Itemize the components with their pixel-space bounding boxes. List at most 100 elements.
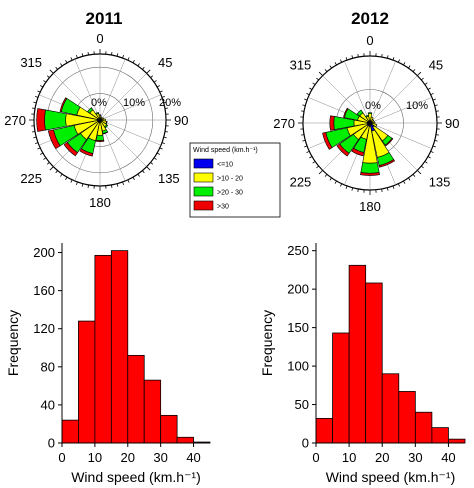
rose-direction-label: 0 — [96, 31, 103, 46]
rose-tick — [392, 185, 395, 189]
y-tick-label: 100 — [287, 359, 309, 374]
rose-tick — [146, 69, 151, 74]
rose-petal-segment — [329, 115, 335, 131]
rose-tick — [43, 157, 47, 160]
legend-swatch — [193, 158, 214, 169]
rose-tick — [345, 57, 348, 61]
rose-petal-segment — [370, 116, 374, 122]
wind-speed-legend: Wind speed (km.h⁻¹) <=10 >10 - 20 >20 - 30… — [189, 142, 281, 218]
rose-tick — [116, 183, 119, 187]
rose-tick — [345, 185, 348, 189]
x-tick-label: 40 — [186, 450, 200, 465]
rose-petal-segment — [95, 134, 105, 141]
rose-tick — [381, 53, 383, 58]
x-tick-label: 30 — [153, 450, 167, 465]
legend-title: Wind speed (km.h⁻¹) — [193, 147, 258, 154]
rose-tick — [432, 98, 436, 101]
rose-tick — [65, 176, 68, 180]
rose-tick — [60, 173, 63, 177]
rose-tick — [334, 62, 337, 66]
histogram-bar — [315, 417, 333, 444]
rose-tick — [164, 131, 169, 133]
rose-tick — [31, 107, 36, 109]
x-tick-label: 20 — [375, 450, 389, 465]
rose-tick — [351, 187, 354, 191]
rose-tick — [435, 134, 440, 136]
y-tick-label: 0 — [48, 436, 55, 451]
x-axis-title: Wind speed (km.h⁻¹) — [326, 469, 456, 485]
rose-petal-segment — [360, 162, 380, 174]
y-tick-label: 0 — [302, 436, 309, 451]
rose-spoke — [99, 119, 147, 167]
rose-tick — [427, 156, 431, 159]
histogram-2012: 0 50 100 150 200 250 0 10 20 30 40 Wind speed (km.h… — [259, 243, 466, 485]
rose-petal-segment — [79, 148, 94, 157]
rose-spoke — [344, 61, 371, 124]
rose-tick — [304, 98, 308, 101]
y-tick-label: 50 — [295, 397, 309, 412]
rose-tick — [142, 170, 145, 174]
histogram-bar — [414, 411, 433, 444]
rose-radial-label: 0% — [91, 97, 107, 109]
x-axis-title: Wind speed (km.h⁻¹) — [71, 469, 201, 485]
rose-tick — [33, 136, 37, 139]
rose-spoke — [99, 73, 147, 121]
rose-tick — [163, 101, 167, 104]
rose-tick — [40, 152, 44, 155]
rose-tick — [312, 161, 316, 164]
rose-tick — [111, 184, 113, 189]
rose-direction-label: 225 — [290, 175, 312, 190]
rose-petal-segment — [322, 132, 333, 150]
rose-tick — [318, 71, 323, 76]
rose-petal-segment — [63, 142, 78, 157]
histogram-bar — [94, 254, 112, 444]
x-tick-label: 40 — [441, 450, 455, 465]
rose-tick — [329, 177, 332, 181]
rose-tick — [392, 57, 395, 61]
rose-petal-segment — [336, 143, 350, 157]
rose-petal-segment — [98, 114, 102, 116]
rose-tick — [46, 162, 50, 165]
rose-tick — [37, 90, 41, 93]
rose-tick — [434, 104, 438, 107]
rose-petal-segment — [95, 139, 105, 142]
rose-tick — [146, 166, 151, 171]
rose-tick — [159, 147, 163, 150]
y-tick-label: 200 — [33, 245, 55, 260]
rose-tick — [127, 57, 130, 61]
rose-tick — [132, 60, 135, 64]
wind-rose-2012: 2012 0 45 90 135 180 225 270 315 0% 10% — [273, 9, 459, 214]
rose-tick — [386, 187, 389, 191]
rose-tick — [132, 176, 135, 180]
rose-spoke — [369, 97, 432, 124]
rose-tick — [81, 183, 84, 187]
rose-tick — [150, 75, 154, 78]
histogram-bar — [127, 354, 145, 444]
rose-tick — [306, 93, 310, 96]
rose-tick — [312, 82, 316, 85]
rose-direction-label: 45 — [429, 57, 443, 72]
x-tick-label: 30 — [408, 450, 422, 465]
rose-tick — [386, 55, 389, 59]
rose-direction-label: 45 — [158, 55, 172, 70]
rose-tick — [306, 150, 310, 153]
rose-tick — [302, 104, 306, 107]
rose-tick — [408, 65, 411, 69]
histogram-bar — [176, 436, 194, 444]
rose-tick — [427, 87, 431, 90]
rose-tick — [430, 93, 434, 96]
rose-petal-segment — [351, 147, 365, 157]
rose-tick — [116, 53, 119, 57]
rose-direction-label: 315 — [20, 55, 42, 70]
rose-title: 2011 — [86, 9, 123, 28]
histogram-bar — [348, 264, 367, 444]
rose-tick — [55, 170, 58, 174]
rose-tick — [46, 75, 50, 78]
rose-spoke — [99, 94, 162, 121]
rose-direction-label: 180 — [359, 199, 381, 214]
rose-tick — [412, 174, 416, 177]
histogram-2011: 0 40 80 120 160 200 0 10 20 30 40 Wind speed (km.h⁻… — [5, 243, 211, 485]
rose-direction-label: 270 — [273, 116, 295, 131]
rose-tick — [137, 173, 140, 177]
